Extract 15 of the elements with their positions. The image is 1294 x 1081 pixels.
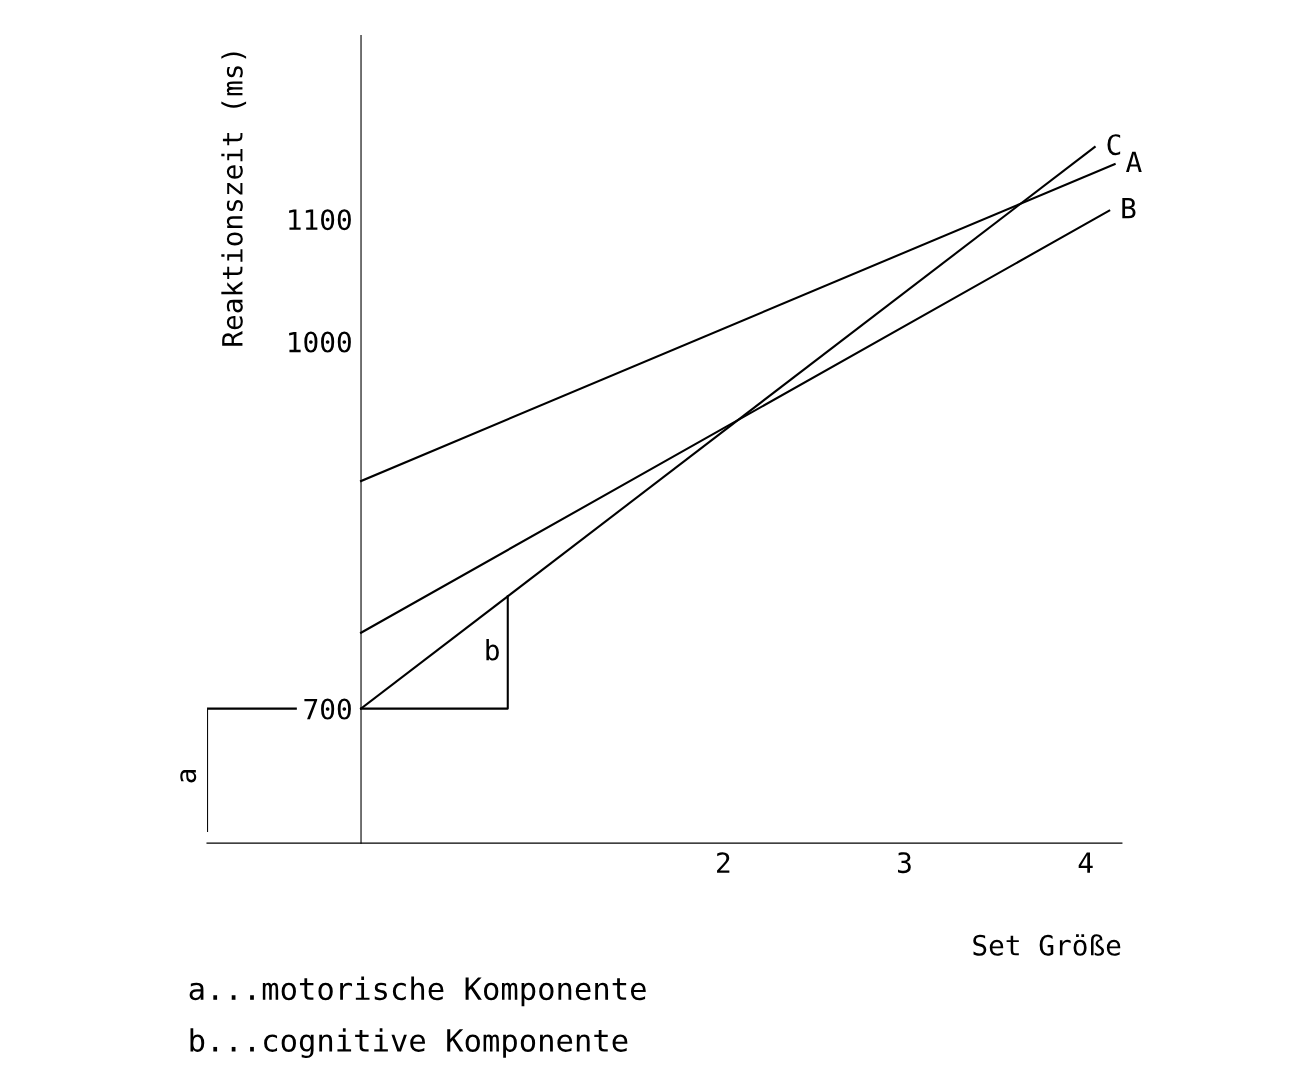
x-axis-title: Set Größe: [973, 934, 1121, 956]
series-label: A: [1126, 151, 1142, 172]
y-tick-label: 700: [304, 698, 351, 720]
text: a...motorische Komponente: [189, 976, 646, 1007]
text: b...cognitive Komponente: [190, 1028, 628, 1059]
y-tick-label: 1000: [289, 331, 351, 353]
text: a: [180, 769, 197, 783]
series-label: B: [1122, 198, 1136, 219]
series-label: C: [1107, 134, 1121, 156]
y-tick-label: 1100: [289, 209, 351, 231]
x-tick-label: 4: [1078, 852, 1093, 873]
annotation: b: [486, 639, 499, 661]
x-tick-label: 3: [898, 852, 911, 874]
x-tick-label: 2: [717, 852, 730, 873]
y-axis-title: Reaktionszeit (ms): [221, 52, 247, 346]
